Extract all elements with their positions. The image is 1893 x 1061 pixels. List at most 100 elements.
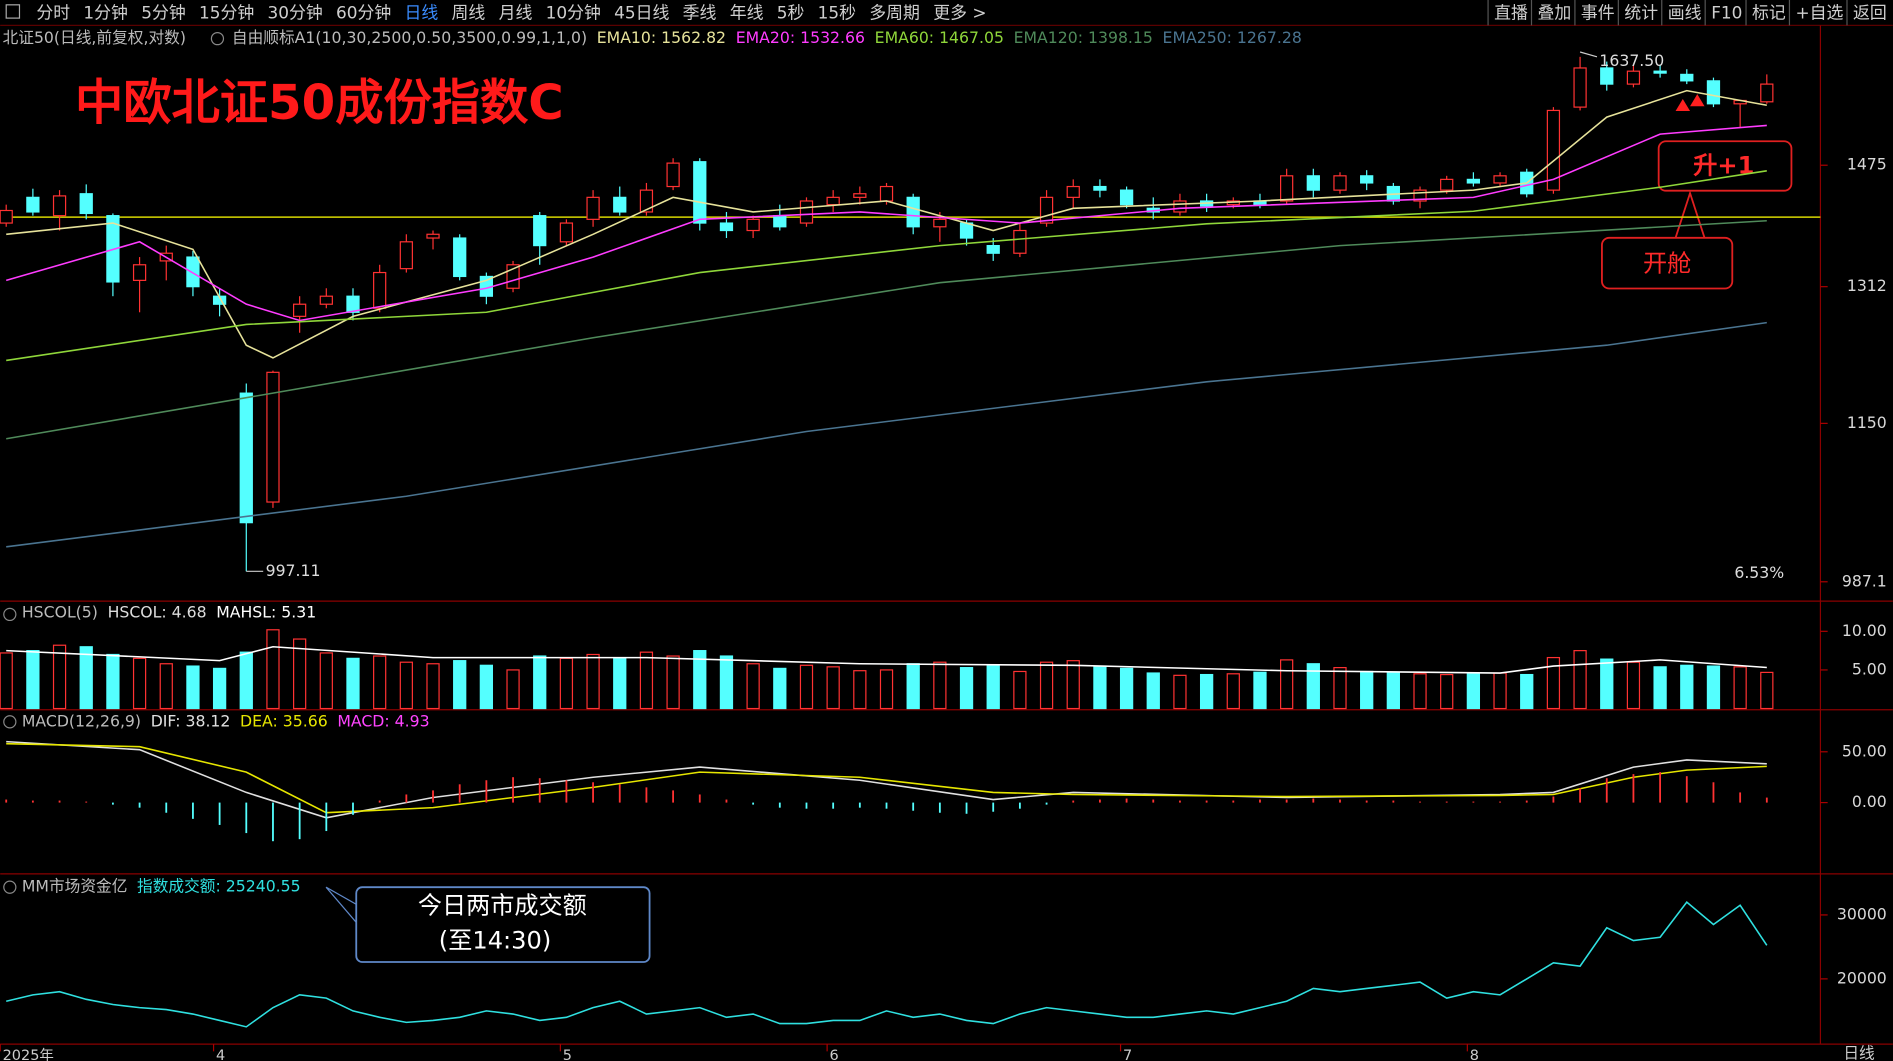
bar bbox=[559, 657, 574, 710]
toolbar-button[interactable]: 画线 bbox=[1668, 2, 1702, 22]
callout-box bbox=[355, 886, 651, 963]
candle-body bbox=[1173, 200, 1187, 213]
candle-body bbox=[399, 241, 413, 270]
bar bbox=[1413, 673, 1427, 710]
bar bbox=[1466, 673, 1481, 710]
toolbar-tab[interactable]: 15秒 bbox=[818, 2, 856, 22]
series-line bbox=[6, 89, 1767, 359]
legend-item: 北证50(日线,前复权,对数) bbox=[3, 28, 186, 47]
candle-body bbox=[132, 264, 147, 281]
bar bbox=[266, 629, 280, 710]
callout-pointer bbox=[1674, 190, 1706, 239]
chart-title: 中欧北证50成份指数C bbox=[75, 75, 564, 131]
toolbar-tab[interactable]: 10分钟 bbox=[546, 2, 601, 22]
callout-text: (至14:30) bbox=[439, 927, 551, 955]
candle-body bbox=[1546, 109, 1561, 191]
callout-text: 开舱 bbox=[1643, 249, 1691, 277]
bar bbox=[1760, 671, 1774, 710]
toolbar-tab[interactable]: 1分钟 bbox=[83, 2, 127, 22]
bar bbox=[212, 667, 227, 710]
bar bbox=[853, 670, 867, 710]
candle-body bbox=[639, 189, 654, 213]
bar bbox=[1226, 673, 1240, 710]
candle-body bbox=[1066, 185, 1080, 198]
bar bbox=[1440, 673, 1454, 710]
toolbar-button[interactable]: 标记 bbox=[1752, 2, 1786, 22]
toolbar-button[interactable]: 事件 bbox=[1581, 2, 1615, 22]
toolbar-tab[interactable]: 5分钟 bbox=[141, 2, 186, 22]
toolbar-tab[interactable]: 60分钟 bbox=[336, 2, 391, 22]
toolbar-tab[interactable]: 15分钟 bbox=[199, 2, 254, 22]
toolbar-tab[interactable]: 日线 bbox=[405, 2, 439, 22]
toolbar-tab[interactable]: 45日线 bbox=[614, 2, 669, 22]
series-line bbox=[6, 740, 1767, 819]
bar bbox=[719, 655, 734, 710]
candle-body bbox=[1440, 178, 1454, 191]
x-tick-label: 7 bbox=[1123, 1048, 1132, 1061]
bar bbox=[373, 655, 387, 710]
toolbar-tab[interactable]: 年线 bbox=[730, 2, 764, 22]
toolbar-tab[interactable]: 季线 bbox=[683, 2, 717, 22]
callout-text: 升+1 bbox=[1693, 152, 1754, 180]
y-tick-label: 1150 bbox=[1847, 413, 1887, 432]
bar bbox=[639, 651, 654, 710]
candle-body bbox=[1600, 67, 1614, 85]
toolbar-button[interactable]: 统计 bbox=[1624, 2, 1658, 22]
bar bbox=[693, 650, 707, 710]
toolbar-button[interactable]: +自选 bbox=[1795, 2, 1843, 22]
candle-body bbox=[426, 233, 440, 239]
bar bbox=[1173, 674, 1187, 710]
menu-icon[interactable] bbox=[5, 4, 21, 19]
candle-body bbox=[186, 256, 200, 288]
bar bbox=[879, 669, 894, 710]
toolbar-tab[interactable]: 周线 bbox=[452, 2, 486, 22]
bar bbox=[426, 663, 440, 710]
toolbar-tab[interactable]: 分时 bbox=[36, 2, 70, 22]
bar bbox=[26, 650, 40, 710]
candle-body bbox=[453, 237, 467, 278]
bar bbox=[1199, 673, 1214, 710]
candle-body bbox=[52, 195, 67, 217]
candle-body bbox=[1306, 175, 1320, 191]
bar bbox=[479, 664, 494, 710]
legend-item: MAHSL: 5.31 bbox=[216, 603, 316, 622]
candle-body bbox=[799, 200, 814, 224]
candle-body bbox=[879, 185, 894, 202]
toolbar-tab[interactable]: 更多 > bbox=[933, 2, 986, 22]
y-tick-label: 0.00 bbox=[1852, 792, 1887, 811]
bar bbox=[1733, 666, 1747, 710]
low-label: 997.11 bbox=[266, 561, 321, 580]
bar bbox=[186, 665, 200, 710]
candle-body bbox=[666, 162, 680, 188]
bar bbox=[613, 657, 627, 710]
toolbar-tab[interactable]: 5秒 bbox=[777, 2, 805, 22]
toolbar-button[interactable]: 直播 bbox=[1494, 2, 1528, 22]
high-label: 1637.50 bbox=[1599, 51, 1664, 70]
bar bbox=[1119, 667, 1134, 710]
candle-body bbox=[693, 161, 707, 224]
y-tick-label: 20000 bbox=[1837, 968, 1887, 987]
legend-item: MACD(12,26,9) bbox=[22, 711, 141, 730]
legend-item: DEA: 35.66 bbox=[240, 711, 328, 730]
legend-item: 指数成交额: 25240.55 bbox=[137, 877, 301, 896]
toolbar-button[interactable]: 叠加 bbox=[1538, 2, 1572, 22]
toolbar-tab[interactable]: 月线 bbox=[499, 2, 533, 22]
bar bbox=[1386, 672, 1400, 710]
x-tick-label: 6 bbox=[830, 1048, 839, 1061]
candle-body bbox=[1360, 175, 1374, 184]
candle-body bbox=[1413, 189, 1427, 202]
bar bbox=[1546, 656, 1561, 710]
bar bbox=[399, 661, 413, 710]
toolbar-button[interactable]: F10 bbox=[1711, 2, 1742, 22]
legend-item: EMA60: 1467.05 bbox=[875, 28, 1004, 47]
toolbar-button[interactable]: 返回 bbox=[1853, 2, 1887, 22]
toolbar-tab[interactable]: 30分钟 bbox=[267, 2, 322, 22]
bar bbox=[1066, 660, 1080, 710]
bar bbox=[1573, 650, 1587, 710]
toolbar-tab[interactable]: 多周期 bbox=[869, 2, 920, 22]
candle-body bbox=[1093, 185, 1107, 191]
bar bbox=[906, 663, 920, 710]
